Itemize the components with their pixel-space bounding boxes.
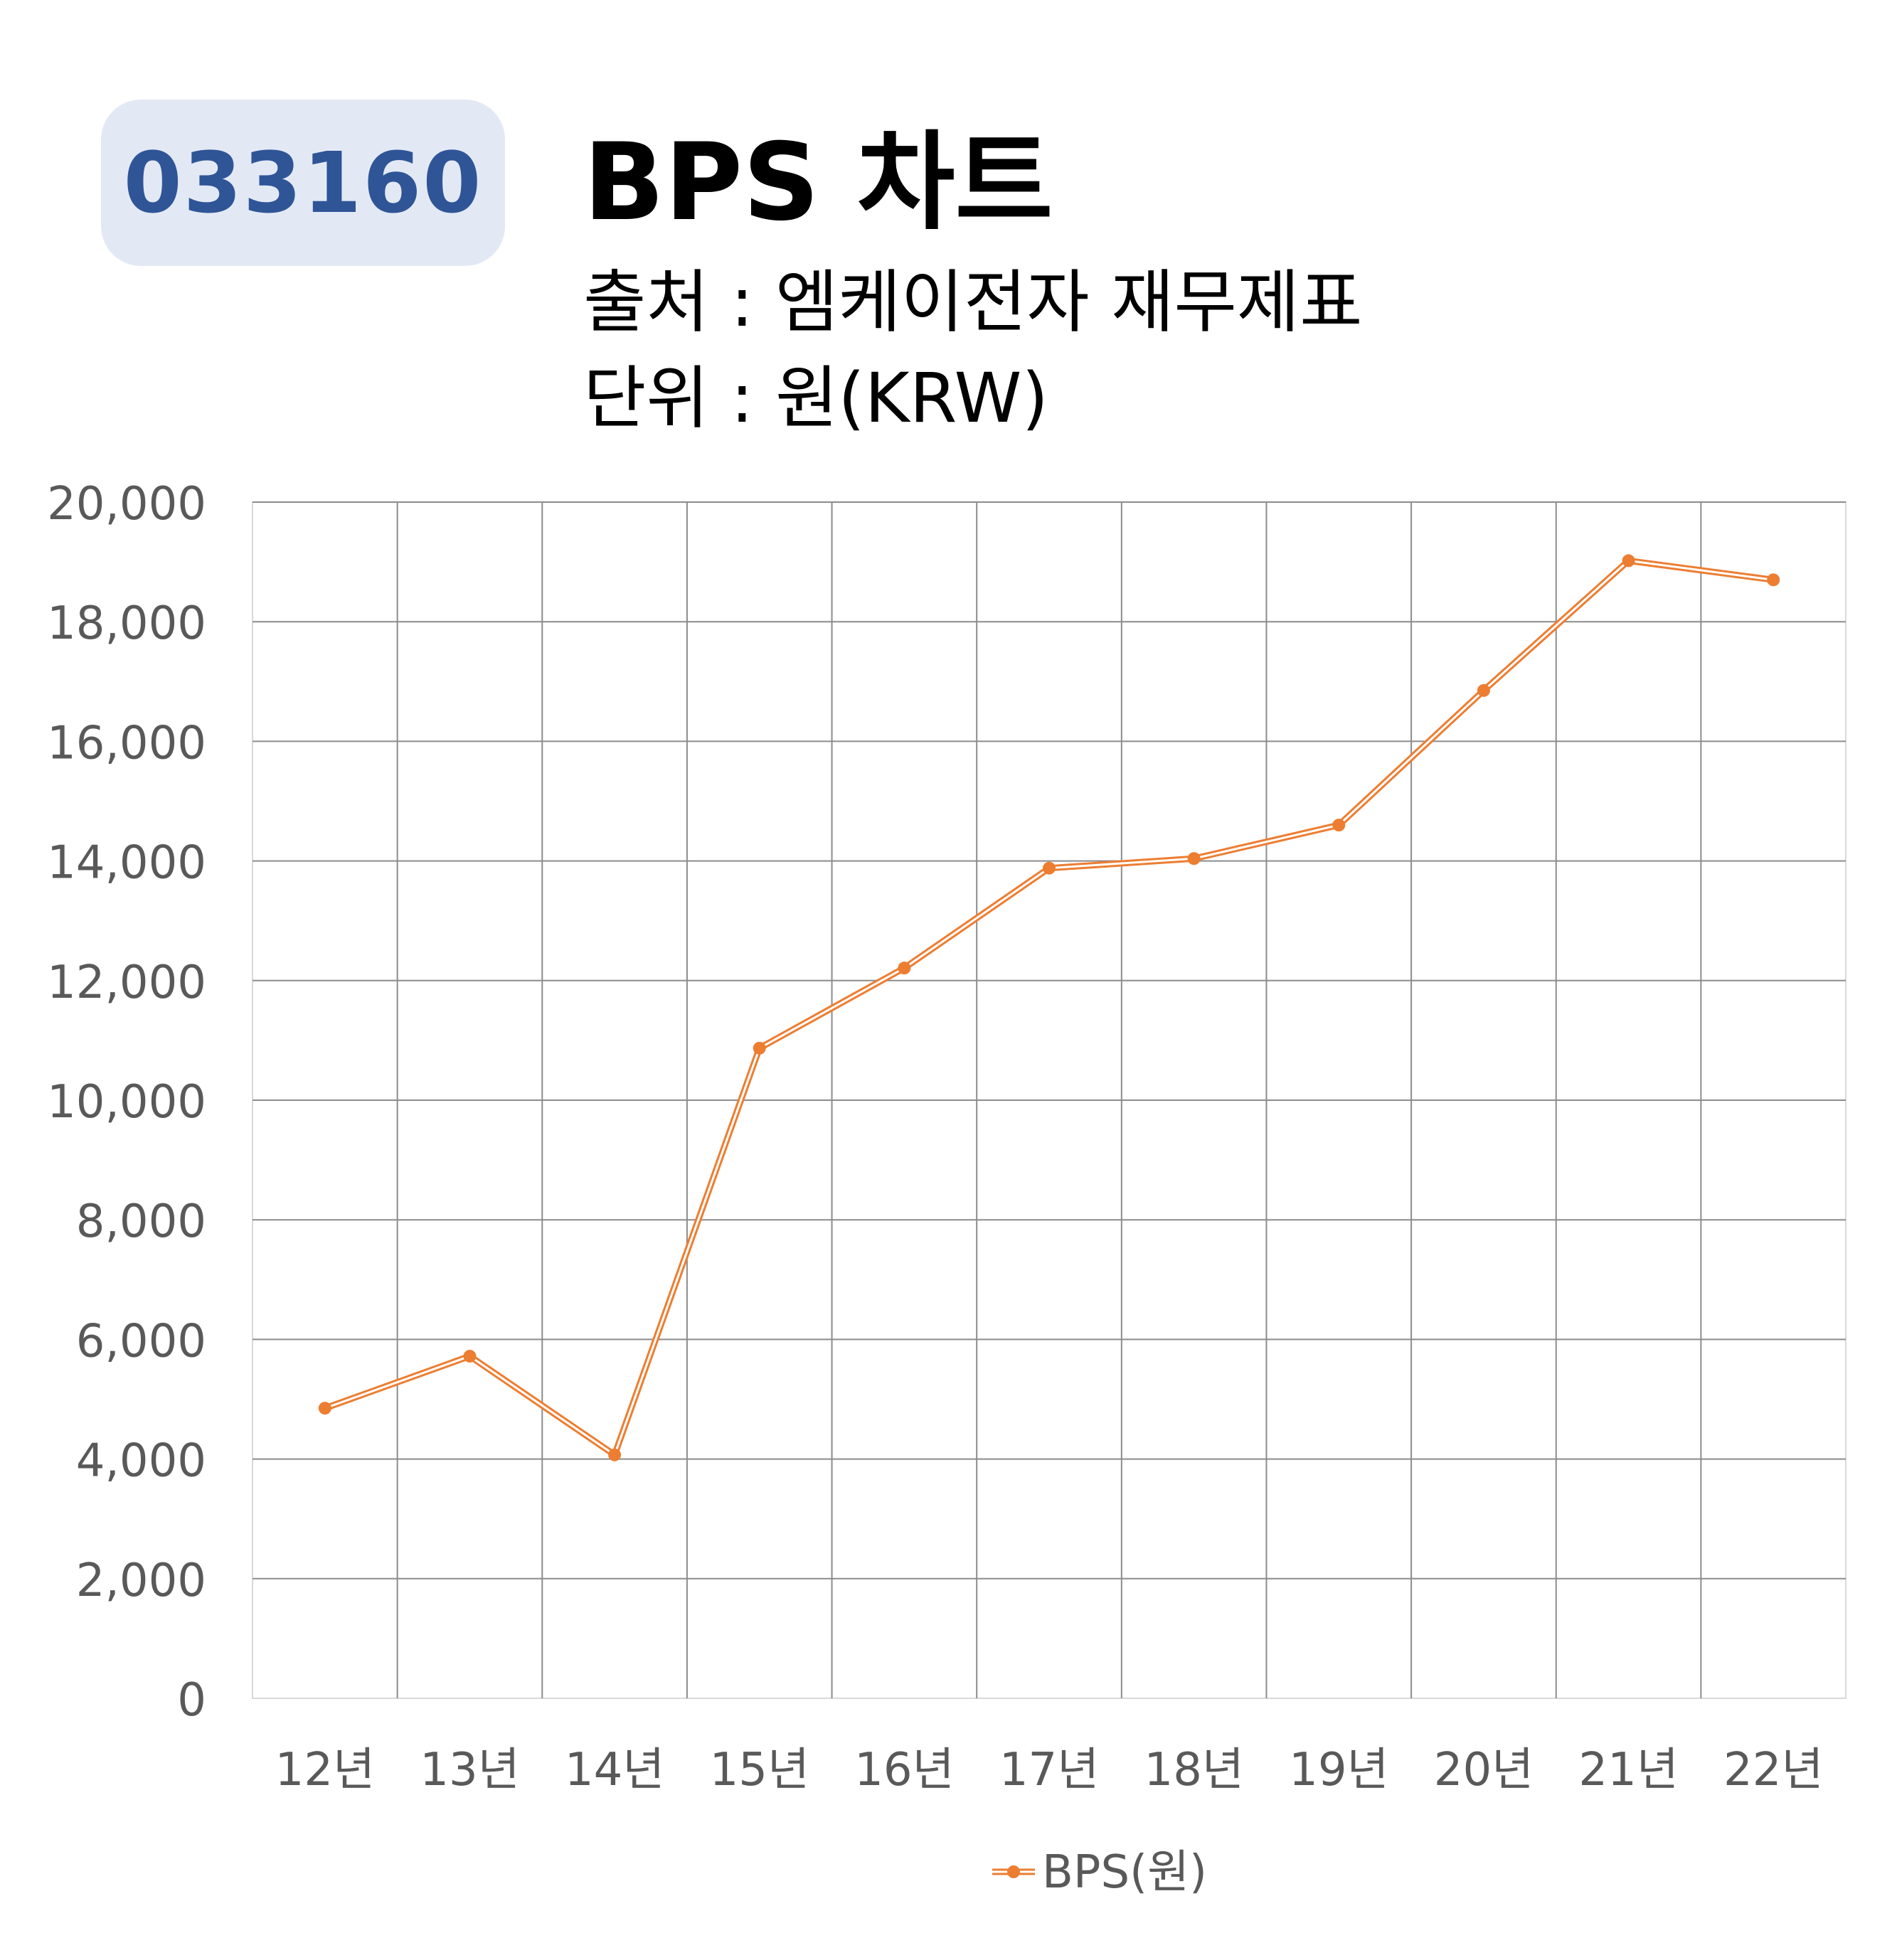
data-point [1187, 852, 1201, 866]
legend-label: BPS(원) [1042, 1846, 1207, 1899]
stock-code-badge: 033160 [101, 100, 505, 266]
data-point [898, 962, 911, 975]
legend-marker [1007, 1865, 1020, 1878]
y-tick-label: 18,000 [47, 597, 206, 650]
page-title: BPS 차트 [583, 121, 1053, 245]
y-tick-label: 4,000 [76, 1435, 206, 1488]
y-tick-label: 14,000 [47, 837, 206, 890]
y-tick-label: 2,000 [76, 1555, 206, 1607]
data-point [318, 1402, 331, 1415]
y-tick-label: 0 [177, 1674, 206, 1727]
unit-text: 단위 : 원(KRW) [583, 358, 1048, 438]
data-point [463, 1349, 477, 1363]
x-tick-label: 19년 [1289, 1744, 1388, 1796]
x-tick-label: 22년 [1723, 1744, 1823, 1796]
y-tick-label: 20,000 [47, 478, 206, 531]
data-point [1332, 819, 1346, 832]
x-tick-label: 20년 [1434, 1744, 1534, 1796]
x-tick-label: 14년 [565, 1744, 664, 1796]
x-tick-label: 21년 [1578, 1744, 1678, 1796]
x-tick-label: 15년 [710, 1744, 809, 1796]
data-point [1043, 861, 1056, 875]
y-tick-label: 12,000 [47, 957, 206, 1009]
y-tick-label: 8,000 [76, 1195, 206, 1248]
data-point [1622, 554, 1635, 568]
x-tick-label: 16년 [854, 1744, 954, 1796]
x-tick-label: 18년 [1144, 1744, 1243, 1796]
x-tick-label: 17년 [999, 1744, 1099, 1796]
y-tick-label: 10,000 [47, 1076, 206, 1129]
y-tick-label: 16,000 [47, 717, 206, 769]
data-point [753, 1041, 766, 1055]
source-text: 출처 : 엠케이전자 재무제표 [583, 262, 1363, 342]
data-point [608, 1448, 622, 1461]
y-tick-label: 6,000 [76, 1315, 206, 1368]
x-tick-label: 12년 [275, 1744, 375, 1796]
stock-code-label: 033160 [123, 134, 483, 232]
x-tick-label: 13년 [420, 1744, 519, 1796]
data-point [1767, 573, 1780, 587]
data-point [1477, 683, 1490, 697]
